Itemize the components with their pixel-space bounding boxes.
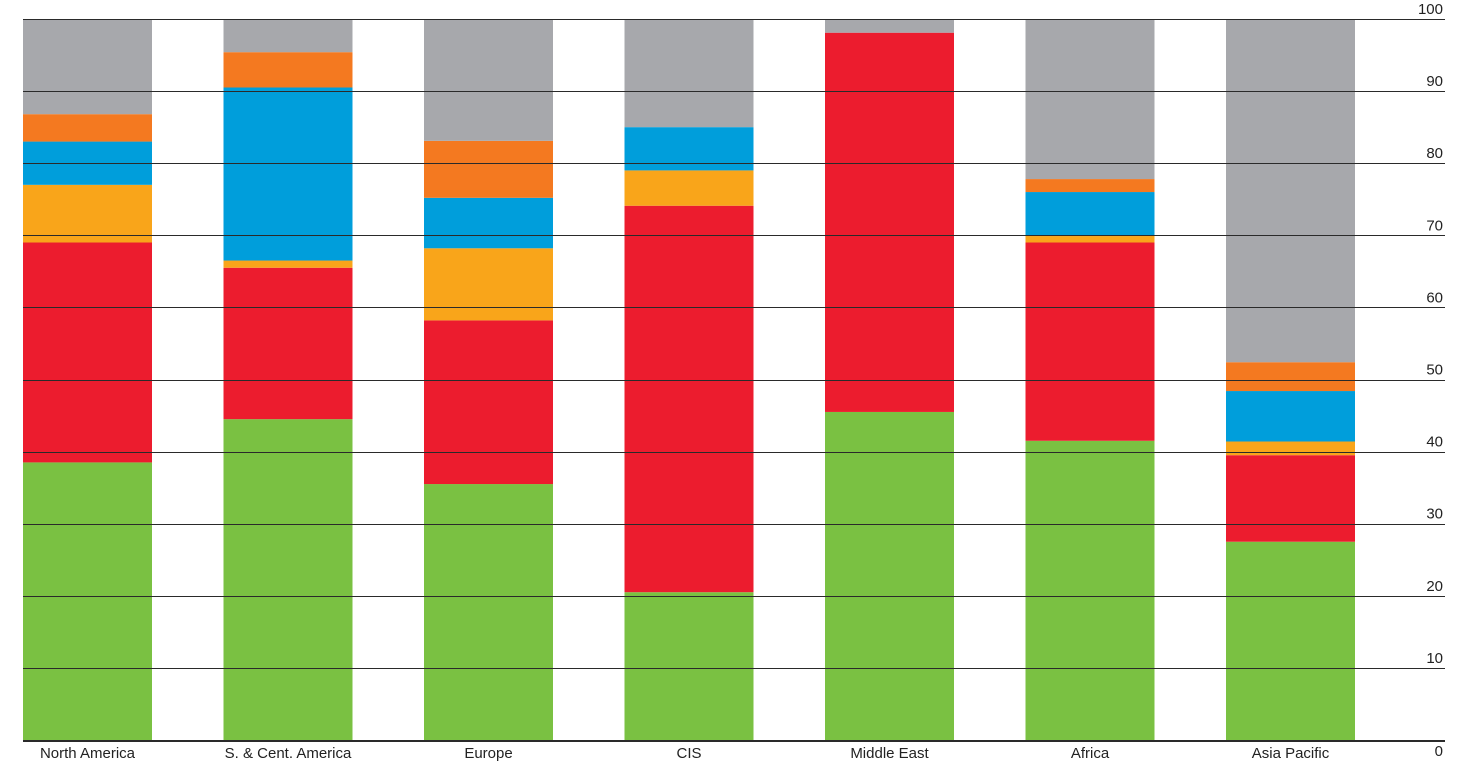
y-tick-label: 100 <box>1418 1 1443 18</box>
y-tick-label: 90 <box>1426 73 1443 90</box>
y-tick-label: 10 <box>1426 650 1443 667</box>
bar-segment-2-3 <box>424 197 553 249</box>
y-tick-label: 70 <box>1426 217 1443 234</box>
bar-segment-1-5 <box>223 19 353 53</box>
bar-segment-5-1 <box>1025 242 1155 441</box>
x-category-label: Europe <box>464 745 512 762</box>
bar-segment-3-5 <box>624 19 754 128</box>
bar-segment-6-1 <box>1226 455 1355 542</box>
bar-segment-4-0 <box>825 411 954 740</box>
x-category-label: Middle East <box>850 745 929 762</box>
bar-segment-3-0 <box>624 592 754 740</box>
bar-segment-5-5 <box>1025 19 1155 180</box>
x-category-label: CIS <box>676 745 701 762</box>
bar-segment-6-3 <box>1226 391 1355 442</box>
bar-segment-1-4 <box>223 52 353 88</box>
bar-segment-5-4 <box>1025 179 1155 193</box>
bar-segment-2-4 <box>424 140 553 198</box>
bar-segment-3-2 <box>624 170 754 206</box>
bar-segment-0-2 <box>23 184 152 243</box>
y-tick-label: 60 <box>1426 289 1443 306</box>
x-category-label: North America <box>40 745 136 762</box>
bar-segment-2-2 <box>424 248 553 321</box>
bar-segment-2-5 <box>424 19 553 141</box>
bar-segment-3-1 <box>624 205 754 593</box>
bar-segment-1-2 <box>223 260 353 268</box>
bar-segment-2-0 <box>424 484 553 740</box>
bar-segment-0-4 <box>23 114 152 142</box>
x-category-label: Africa <box>1071 745 1110 762</box>
y-tick-label: 20 <box>1426 578 1443 595</box>
bar-segment-1-3 <box>223 87 353 261</box>
y-tick-label: 40 <box>1426 434 1443 451</box>
bar-segment-6-0 <box>1226 541 1355 740</box>
bar-segment-6-4 <box>1226 362 1355 392</box>
gridlines-layer <box>23 19 1445 742</box>
bar-segment-0-5 <box>23 19 152 115</box>
bar-segment-0-0 <box>23 462 152 740</box>
y-axis-ticks: 0 10 20 30 40 50 60 70 80 90 100 <box>1418 1 1443 760</box>
y-tick-label: 50 <box>1426 362 1443 379</box>
x-category-label: S. & Cent. America <box>225 745 352 762</box>
x-category-label: Asia Pacific <box>1252 745 1330 762</box>
y-tick-label: 80 <box>1426 145 1443 162</box>
y-tick-label: 0 <box>1435 743 1443 760</box>
bar-segment-6-2 <box>1226 441 1355 456</box>
x-axis-labels: North America S. & Cent. America Europe CIS… <box>40 745 1330 762</box>
bar-segment-5-2 <box>1025 236 1155 243</box>
bar-segment-4-1 <box>825 32 954 412</box>
y-tick-label: 30 <box>1426 506 1443 523</box>
bar-segment-6-5 <box>1226 19 1355 363</box>
bar-segment-2-1 <box>424 320 553 485</box>
bar-segment-5-0 <box>1025 440 1155 740</box>
bar-segment-4-5 <box>825 19 954 33</box>
bar-segment-0-1 <box>23 242 152 463</box>
bars-layer <box>23 19 1355 740</box>
bar-segment-1-1 <box>223 267 353 420</box>
bar-segment-1-0 <box>223 419 353 740</box>
bar-segment-5-3 <box>1025 192 1155 237</box>
